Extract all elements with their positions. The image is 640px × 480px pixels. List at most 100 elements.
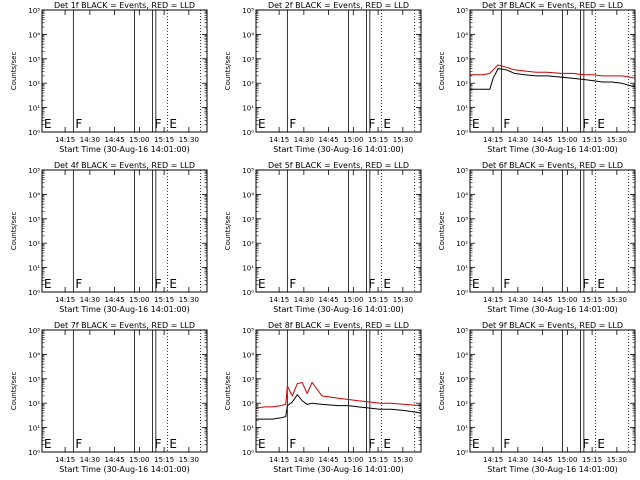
y-axis-label: Counts/sec — [224, 52, 232, 91]
x-tick-label: 15:00 — [129, 136, 149, 144]
marker-label: E — [383, 277, 391, 291]
y-axis-label: Counts/sec — [224, 372, 232, 411]
marker-label: E — [597, 277, 605, 291]
x-tick-label: 15:15 — [582, 296, 602, 304]
panel-title: Det 1f BLACK = Events, RED = LLD — [54, 1, 195, 10]
y-tick-label: 10⁰ — [456, 129, 468, 137]
y-tick-label: 10⁰ — [28, 129, 40, 137]
x-tick-label: 15:30 — [393, 456, 413, 464]
y-tick-label: 10⁰ — [456, 289, 468, 297]
x-tick-label: 15:00 — [557, 456, 577, 464]
y-tick-label: 10¹ — [242, 265, 254, 273]
x-tick-label: 15:30 — [607, 136, 627, 144]
marker-label: E — [169, 277, 177, 291]
y-tick-label: 10¹ — [28, 425, 40, 433]
x-axis-label: Start Time (30-Aug-16 14:01:00) — [273, 465, 404, 474]
series-line — [255, 381, 422, 409]
marker-label: E — [472, 117, 480, 131]
x-tick-label: 15:30 — [179, 136, 199, 144]
x-tick-label: 14:45 — [533, 456, 553, 464]
x-tick-label: 14:30 — [508, 296, 528, 304]
marker-label: E — [44, 117, 52, 131]
x-tick-label: 15:30 — [607, 296, 627, 304]
x-tick-label: 14:15 — [55, 296, 75, 304]
x-tick-label: 15:00 — [343, 136, 363, 144]
plot-frame — [469, 9, 636, 133]
y-axis-label: Counts/sec — [10, 212, 18, 251]
x-tick-label: 14:45 — [319, 296, 339, 304]
x-tick-label: 15:00 — [343, 296, 363, 304]
x-tick-label: 15:00 — [129, 296, 149, 304]
panel-title: Det 4f BLACK = Events, RED = LLD — [54, 161, 195, 170]
marker-label: E — [597, 437, 605, 451]
y-tick-label: 10⁵ — [242, 167, 254, 175]
y-tick-label: 10⁵ — [28, 7, 40, 15]
marker-label: E — [169, 117, 177, 131]
marker-label: F — [75, 117, 82, 131]
x-tick-label: 14:30 — [508, 456, 528, 464]
panel-title: Det 5f BLACK = Events, RED = LLD — [268, 161, 409, 170]
x-tick-label: 15:15 — [154, 456, 174, 464]
y-tick-label: 10⁴ — [242, 191, 254, 199]
marker-label: E — [383, 117, 391, 131]
plot-frame — [41, 169, 208, 293]
marker-label: F — [369, 117, 376, 131]
x-tick-label: 15:30 — [393, 296, 413, 304]
x-tick-label: 15:15 — [368, 136, 388, 144]
x-tick-label: 15:00 — [557, 136, 577, 144]
marker-label: E — [383, 437, 391, 451]
plot-frame — [41, 329, 208, 453]
plot-frame — [469, 169, 636, 293]
y-tick-label: 10⁵ — [242, 7, 254, 15]
x-tick-label: 14:30 — [80, 456, 100, 464]
marker-label: F — [503, 117, 510, 131]
y-tick-label: 10⁴ — [242, 351, 254, 359]
x-tick-label: 15:30 — [179, 456, 199, 464]
x-tick-label: 14:15 — [55, 456, 75, 464]
y-tick-label: 10⁵ — [28, 167, 40, 175]
x-tick-label: 15:15 — [582, 136, 602, 144]
y-axis-label: Counts/sec — [438, 52, 446, 91]
y-axis-label: Counts/sec — [224, 212, 232, 251]
x-tick-label: 14:45 — [319, 456, 339, 464]
y-tick-label: 10⁴ — [456, 351, 468, 359]
marker-label: F — [155, 277, 162, 291]
marker-label: F — [289, 117, 296, 131]
marker-label: F — [289, 437, 296, 451]
panel-title: Det 8f BLACK = Events, RED = LLD — [268, 321, 409, 330]
y-tick-label: 10¹ — [28, 105, 40, 113]
marker-label: F — [369, 277, 376, 291]
y-tick-label: 10⁰ — [242, 129, 254, 137]
y-tick-label: 10³ — [456, 376, 468, 384]
panel-title: Det 2f BLACK = Events, RED = LLD — [268, 1, 409, 10]
x-tick-label: 14:15 — [269, 456, 289, 464]
marker-label: F — [75, 277, 82, 291]
x-axis-label: Start Time (30-Aug-16 14:01:00) — [59, 305, 190, 314]
panel-title: Det 3f BLACK = Events, RED = LLD — [482, 1, 623, 10]
y-tick-label: 10⁴ — [28, 31, 40, 39]
x-tick-label: 15:00 — [343, 456, 363, 464]
panel-title: Det 9f BLACK = Events, RED = LLD — [482, 321, 623, 330]
y-axis-label: Counts/sec — [10, 372, 18, 411]
x-axis-label: Start Time (30-Aug-16 14:01:00) — [273, 145, 404, 154]
y-tick-label: 10¹ — [456, 265, 468, 273]
x-tick-label: 14:45 — [533, 136, 553, 144]
y-tick-label: 10⁰ — [242, 449, 254, 457]
marker-label: E — [472, 277, 480, 291]
y-axis-label: Counts/sec — [438, 212, 446, 251]
x-axis-label: Start Time (30-Aug-16 14:01:00) — [59, 465, 190, 474]
y-tick-label: 10² — [242, 400, 254, 408]
x-axis-label: Start Time (30-Aug-16 14:01:00) — [487, 305, 618, 314]
x-tick-label: 15:15 — [154, 296, 174, 304]
plot-frame — [41, 9, 208, 133]
x-tick-label: 15:30 — [393, 136, 413, 144]
x-tick-label: 15:30 — [607, 456, 627, 464]
